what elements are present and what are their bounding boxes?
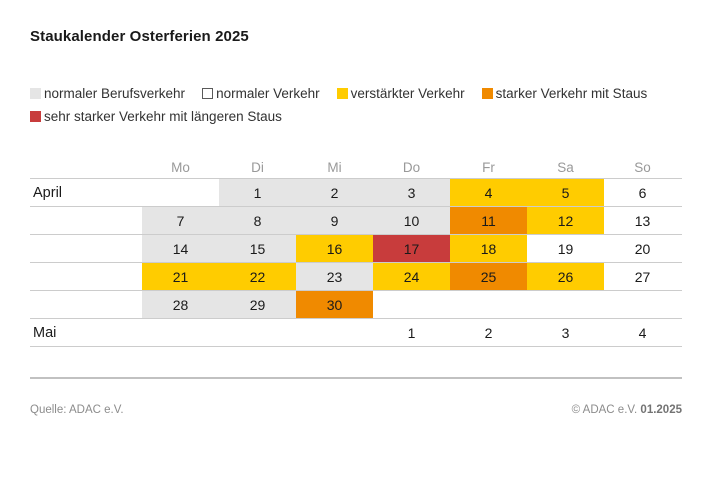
month-label-mai: Mai (33, 324, 57, 341)
issue-date: 01.2025 (640, 404, 682, 416)
calendar-empty-cell (219, 319, 296, 346)
calendar-empty-cell (296, 319, 373, 346)
weekday-header-fr: Fr (482, 159, 495, 175)
legend-label: starker Verkehr mit Staus (495, 86, 648, 101)
calendar-day-cell: 1 (407, 324, 416, 341)
weekday-header-mi: Mi (327, 159, 342, 175)
legend-swatch-berufsverkehr (30, 88, 41, 99)
calendar-day-cell: 10 (373, 207, 450, 234)
weekday-header-di: Di (251, 159, 264, 175)
weekday-header-so: So (634, 159, 651, 175)
legend: normaler Berufsverkehr normaler Verkehr ve… (30, 82, 682, 128)
legend-label: sehr starker Verkehr mit längeren Staus (44, 109, 282, 124)
month-label-empty (30, 263, 142, 290)
calendar-body: April 1 2 3 4 5 6 7 8 9 10 11 12 13 14 15 16 17 18 19 20 21 22… (30, 179, 682, 347)
month-label-empty (30, 207, 142, 234)
weekday-header-do: Do (402, 159, 421, 175)
calendar-empty-cell (527, 291, 604, 318)
legend-swatch-sehr_stark (30, 111, 41, 122)
calendar-day-cell: 22 (219, 263, 296, 290)
legend-label: normaler Verkehr (216, 86, 320, 101)
calendar-day-cell: 4 (638, 324, 647, 341)
calendar-week-row-1: April 1 2 3 4 5 6 (30, 179, 682, 207)
calendar-day-cell: 30 (296, 291, 373, 318)
calendar-day-cell: 11 (450, 207, 527, 234)
source-credit: Quelle: ADAC e.V. (30, 404, 124, 416)
calendar-day-cell: 8 (219, 207, 296, 234)
calendar-day-cell: 29 (219, 291, 296, 318)
calendar-week-row-4: 21 22 23 24 25 26 27 (30, 263, 682, 291)
month-label-empty (30, 235, 142, 262)
calendar-day-cell: 13 (634, 212, 651, 229)
calendar-day-cell: 2 (296, 179, 373, 206)
legend-swatch-stark (481, 88, 493, 99)
page-title: Staukalender Osterferien 2025 (30, 28, 249, 45)
calendar-day-cell: 7 (142, 207, 219, 234)
calendar-day-cell: 9 (296, 207, 373, 234)
calendar-day-cell: 27 (634, 268, 651, 285)
calendar-day-cell: 3 (561, 324, 570, 341)
footer: Quelle: ADAC e.V. © ADAC e.V. 01.2025 (30, 404, 682, 416)
calendar-day-cell: 25 (450, 263, 527, 290)
legend-item-sehr_stark: sehr starker Verkehr mit längeren Staus (30, 109, 282, 124)
calendar-day-cell: 16 (296, 235, 373, 262)
calendar-day-cell: 20 (634, 240, 651, 257)
staukalender-infographic: Staukalender Osterferien 2025 normaler B… (30, 28, 682, 416)
calendar-day-cell: 3 (373, 179, 450, 206)
legend-item-normal: normaler Verkehr (202, 86, 320, 101)
calendar-empty-cell (142, 179, 219, 206)
weekday-header-row: Mo Di Mi Do Fr Sa So (30, 156, 682, 179)
calendar-day-cell: 1 (219, 179, 296, 206)
legend-label: normaler Berufsverkehr (44, 86, 186, 101)
weekday-header-sa: Sa (557, 159, 574, 175)
calendar-day-cell: 26 (527, 263, 604, 290)
calendar-day-cell: 2 (484, 324, 493, 341)
traffic-calendar: Mo Di Mi Do Fr Sa So April 1 2 3 4 5 6 7 8 9 10 11 12 13 14 1… (30, 156, 682, 347)
weekday-header-mo: Mo (171, 159, 190, 175)
copyright-text: © ADAC e.V. (571, 404, 638, 416)
calendar-week-row-5: 28 29 30 (30, 291, 682, 319)
month-label-empty (30, 291, 142, 318)
calendar-day-cell: 12 (527, 207, 604, 234)
calendar-week-row-3: 14 15 16 17 18 19 20 (30, 235, 682, 263)
calendar-day-cell: 21 (142, 263, 219, 290)
copyright-credit: © ADAC e.V. 01.2025 (572, 404, 682, 416)
calendar-day-cell: 6 (638, 184, 647, 201)
legend-item-verstaerkt: verstärkter Verkehr (336, 86, 465, 101)
calendar-week-row-2: 7 8 9 10 11 12 13 (30, 207, 682, 235)
calendar-week-row-6: Mai 1 2 3 4 (30, 319, 682, 347)
calendar-empty-cell (142, 319, 219, 346)
month-label-april: April (33, 184, 63, 201)
calendar-day-cell: 18 (450, 235, 527, 262)
calendar-day-cell: 4 (450, 179, 527, 206)
legend-row-2: sehr starker Verkehr mit längeren Staus (30, 105, 682, 128)
legend-swatch-verstaerkt (336, 88, 348, 99)
legend-item-berufsverkehr: normaler Berufsverkehr (30, 86, 185, 101)
calendar-day-cell: 19 (557, 240, 574, 257)
legend-label: verstärkter Verkehr (350, 86, 465, 101)
calendar-day-cell: 14 (142, 235, 219, 262)
calendar-day-cell: 15 (219, 235, 296, 262)
calendar-day-cell: 17 (373, 235, 450, 262)
legend-item-stark: starker Verkehr mit Staus (481, 86, 648, 101)
legend-swatch-normal (202, 88, 214, 99)
footer-divider (30, 377, 682, 379)
calendar-day-cell: 5 (527, 179, 604, 206)
calendar-empty-cell (373, 291, 450, 318)
calendar-empty-cell (450, 291, 527, 318)
calendar-day-cell: 23 (296, 263, 373, 290)
calendar-day-cell: 24 (373, 263, 450, 290)
calendar-day-cell: 28 (142, 291, 219, 318)
legend-row-1: normaler Berufsverkehr normaler Verkehr ve… (30, 82, 682, 105)
calendar-empty-cell (604, 291, 681, 318)
